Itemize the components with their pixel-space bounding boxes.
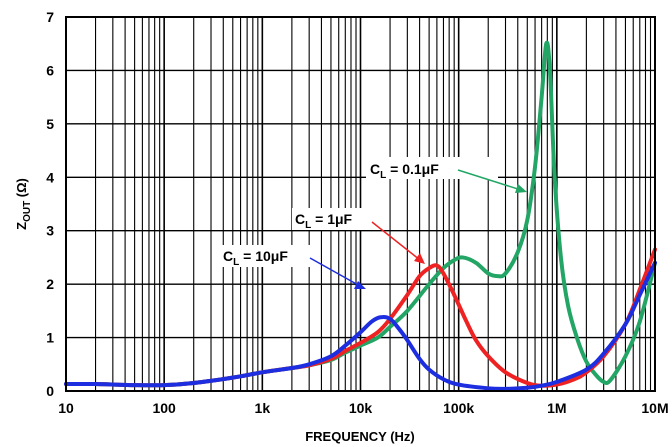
annotation-cl-1uf-sub: L <box>305 220 311 231</box>
grid <box>66 17 655 391</box>
x-axis-label: FREQUENCY (Hz) <box>305 429 415 444</box>
y-tick-label-7: 7 <box>46 9 54 25</box>
annotation-cl-0-1uf-box <box>366 157 498 179</box>
y-tick-label-0: 0 <box>46 383 54 399</box>
y-tick-labels: 0 1 2 3 4 5 6 7 <box>46 9 54 399</box>
x-tick-label-1M: 1M <box>547 400 566 416</box>
annotation-cl-10uf-sub: L <box>233 257 239 268</box>
annotation-cl-1uf-arrowhead <box>414 253 425 264</box>
x-tick-label-100: 100 <box>152 400 176 416</box>
annotation-cl-0-1uf: CL = 0.1μF <box>366 157 527 193</box>
annotation-cl-10uf-main: C <box>223 248 233 264</box>
y-tick-label-5: 5 <box>46 116 54 132</box>
plot-frame <box>65 16 656 392</box>
annotation-cl-0-1uf-arrow <box>457 169 522 191</box>
annotation-cl-0-1uf-sub: L <box>380 170 386 181</box>
annotation-cl-0-1uf-arrowhead <box>515 184 527 193</box>
annotation-cl-10uf-rest: = 10μF <box>239 248 288 264</box>
y-tick-label-2: 2 <box>46 276 54 292</box>
series-line-cl-10uf <box>64 260 657 391</box>
annotation-cl-1uf-arrow <box>371 221 421 261</box>
svg-text:CL = 1μF: CL = 1μF <box>295 211 353 231</box>
x-tick-labels: 10 100 1k 10k 100k 1M 10M <box>58 400 668 416</box>
y-tick-label-3: 3 <box>46 223 54 239</box>
annotation-cl-1uf-rest: = 1μF <box>311 211 352 227</box>
x-tick-label-1k: 1k <box>255 400 271 416</box>
annotation-cl-1uf-main: C <box>295 211 305 227</box>
x-tick-label-10k: 10k <box>349 400 373 416</box>
x-tick-label-10: 10 <box>58 400 74 416</box>
series-curves <box>64 40 657 391</box>
annotation-cl-1uf: CL = 1μF <box>292 208 425 264</box>
annotation-cl-10uf-arrowhead <box>354 281 366 289</box>
svg-text:CL = 10μF: CL = 10μF <box>223 248 288 268</box>
x-tick-label-100k: 100k <box>443 400 474 416</box>
y-axis-label-main: Z <box>14 222 29 230</box>
annotation-cl-0-1uf-rest: = 0.1μF <box>386 161 439 177</box>
annotation-cl-1uf-box <box>292 208 378 230</box>
y-axis-label-sub: OUT <box>22 201 33 222</box>
y-axis-label-unit: (Ω) <box>14 178 29 201</box>
svg-text:CL = 0.1μF: CL = 0.1μF <box>370 161 439 181</box>
x-tick-label-10M: 10M <box>641 400 668 416</box>
annotation-cl-10uf-box <box>220 245 320 267</box>
y-tick-label-1: 1 <box>46 330 54 346</box>
annotation-cl-10uf-arrow <box>309 257 361 287</box>
y-axis-label: ZOUT (Ω) <box>14 178 33 230</box>
y-tick-label-4: 4 <box>46 169 54 185</box>
annotation-cl-0-1uf-main: C <box>370 161 380 177</box>
annotation-cl-10uf: CL = 10μF <box>220 245 366 289</box>
y-tick-label-6: 6 <box>46 62 54 78</box>
